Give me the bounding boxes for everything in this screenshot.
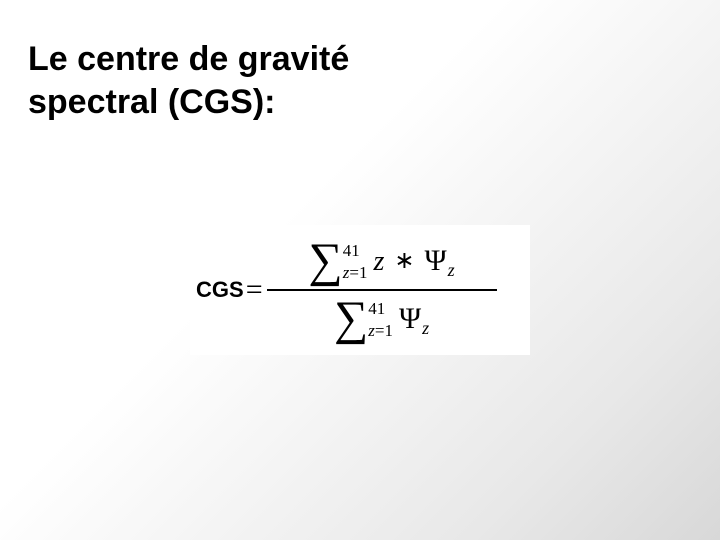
sum-lower-den: z=1 [368,322,393,340]
title-line-2: spectral (CGS): [28,83,276,121]
denominator: ∑ 41 z=1 Ψz [334,293,429,345]
sigma-icon-denom: ∑ [334,295,368,343]
denominator-term: Ψz [399,302,429,336]
sum-lower-num: z=1 [343,264,368,282]
sigma-icon: ∑ [309,237,343,285]
psi-symbol-num: Ψ [425,244,447,277]
psi-symbol-den: Ψ [399,302,421,335]
formula-block: CGS = ∑ 41 z=1 z ∗ Ψz ∑ [190,225,530,355]
psi-sub-den: z [422,318,429,338]
sum-upper-den: 41 [368,300,393,318]
sum-eq-num: = [349,263,359,282]
star-op: ∗ [394,248,414,274]
sum-from-num: 1 [359,263,368,282]
var-z: z [373,246,384,277]
numerator-term: z ∗ Ψz [373,244,454,278]
sum-bounds-numerator: 41 z=1 [343,244,368,280]
sum-upper-num: 41 [343,242,368,260]
sum-from-den: 1 [385,321,394,340]
sum-denominator: ∑ 41 z=1 [334,295,393,343]
equals-sign: = [246,273,263,307]
fraction-bar [267,289,497,291]
sum-var-den: z [368,321,375,340]
numerator: ∑ 41 z=1 z ∗ Ψz [309,235,455,287]
psi-sub-num: z [448,260,455,280]
formula-lhs: CGS [196,277,244,303]
slide-title: Le centre de gravité spectral (CGS): [28,38,349,123]
title-line-1: Le centre de gravité [28,40,349,78]
fraction: ∑ 41 z=1 z ∗ Ψz ∑ 41 [267,235,497,345]
sum-bounds-denom: 41 z=1 [368,302,393,338]
sum-eq-den: = [375,321,385,340]
sum-numerator: ∑ 41 z=1 [309,237,368,285]
